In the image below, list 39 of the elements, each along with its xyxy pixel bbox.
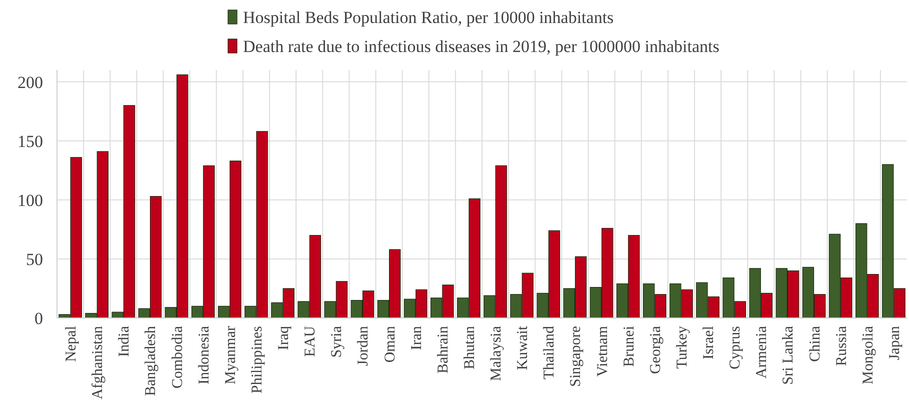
x-tick-label: Sri Lanka xyxy=(780,326,797,385)
x-tick-label: Mongolia xyxy=(860,326,876,384)
x-tick-label: Kuwait xyxy=(515,325,532,370)
x-tick-label: Brunei xyxy=(621,326,638,367)
x-tick-label: Combodia xyxy=(170,326,186,388)
x-tick-label: Indonesia xyxy=(196,326,212,384)
x-tick-label: Armenia xyxy=(754,326,770,378)
x-tick-label: Vietnam xyxy=(594,326,611,377)
x-tick-label: Bahrain xyxy=(435,326,452,374)
x-tick-label: Israel xyxy=(701,326,718,360)
x-tick-label: Syria xyxy=(329,326,346,358)
x-tick-label: Jordan xyxy=(356,326,372,366)
x-tick-label: Philippines xyxy=(249,326,266,394)
y-tick-label: 50 xyxy=(26,250,43,269)
x-tick-label: Russia xyxy=(834,326,850,366)
x-tick-label: China xyxy=(807,326,824,362)
y-tick-label: 150 xyxy=(18,132,43,151)
x-tick-label: India xyxy=(116,326,133,357)
y-tick-label: 200 xyxy=(18,72,43,92)
x-tick-label: Iraq xyxy=(276,326,292,350)
x-tick-label: Bhutan xyxy=(462,326,478,370)
y-tick-label: 0 xyxy=(34,308,43,328)
x-tick-label: Georgia xyxy=(648,326,664,374)
x-tick-label: Oman xyxy=(382,326,398,363)
legend-label: Death rate due to infectious diseases in 2019, per 1000000 inhabitants xyxy=(243,36,720,56)
x-tick-label: Japan xyxy=(886,326,903,360)
x-tick-label: Cyprus xyxy=(728,326,744,370)
x-tick-label: Bangladesh xyxy=(143,326,160,396)
x-tick-label: Singapore xyxy=(568,326,584,387)
legend-label: Hospital Beds Population Ratio, per 10000 inhabitants xyxy=(243,8,614,27)
x-tick-label: Afghanistan xyxy=(90,326,106,400)
x-tick-label: Nepal xyxy=(64,326,80,362)
x-tick-label: Turkey xyxy=(674,326,690,369)
y-tick-label: 100 xyxy=(18,190,43,210)
x-tick-label: Malaysia xyxy=(488,326,505,381)
x-tick-label: Iran xyxy=(408,326,425,350)
x-tick-label: EAU xyxy=(302,326,319,357)
x-tick-label: Thailand xyxy=(542,326,558,380)
x-tick-label: Myanmar xyxy=(222,326,239,384)
